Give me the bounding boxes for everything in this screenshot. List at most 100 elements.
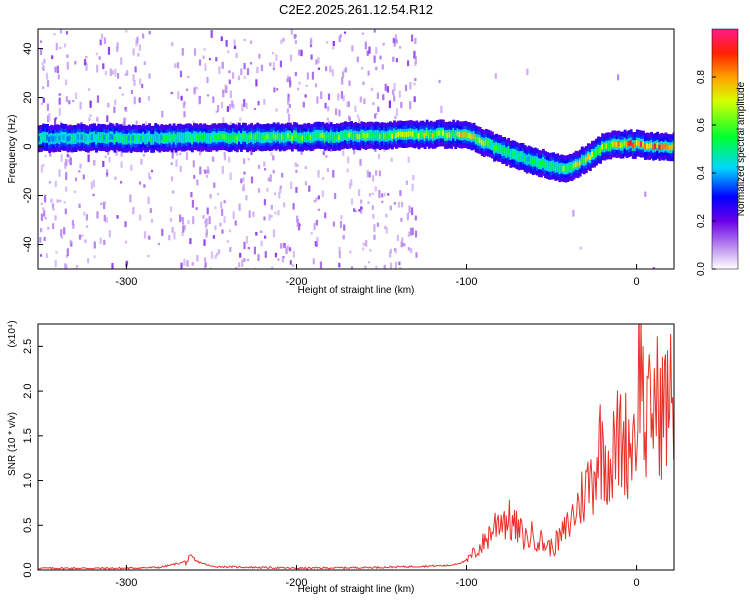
heatmap-cell: [60, 235, 63, 239]
heatmap-cell: [82, 174, 85, 180]
heatmap-cell: [229, 247, 232, 252]
heatmap-cell: [242, 177, 245, 182]
heatmap-cell: [180, 95, 183, 101]
heatmap-cell: [63, 43, 67, 48]
heatmap-cell: [295, 169, 298, 173]
heatmap-cell: [279, 60, 282, 68]
heatmap-cell: [411, 227, 414, 235]
heatmap-cell: [176, 134, 180, 141]
heatmap-cell: [168, 134, 172, 140]
heatmap-cell: [203, 239, 206, 246]
heatmap-cell: [460, 132, 464, 138]
heatmap-cell: [391, 133, 394, 139]
heatmap-cell: [52, 208, 55, 211]
heatmap-cell: [414, 38, 417, 44]
heatmap-cell: [228, 156, 231, 163]
heatmap-cell: [258, 53, 261, 59]
heatmap-cell: [363, 98, 366, 105]
heatmap-cell: [257, 100, 260, 106]
heatmap-cell: [347, 101, 350, 107]
heatmap-cell: [277, 210, 280, 216]
heatmap-cell: [65, 172, 68, 181]
heatmap-cell: [195, 207, 198, 210]
heatmap-cell: [176, 62, 180, 69]
heatmap-cell: [60, 134, 64, 140]
heatmap-cell: [294, 34, 297, 38]
heatmap-cell: [273, 87, 276, 93]
heatmap-cell: [202, 55, 205, 59]
heatmap-cell: [340, 91, 343, 99]
heatmap-cell: [317, 57, 320, 64]
heatmap-cell: [143, 61, 146, 65]
heatmap-cell: [282, 37, 285, 42]
heatmap-cell: [113, 136, 117, 142]
heatmap-cell: [66, 136, 70, 142]
heatmap-cell: [58, 93, 61, 96]
heatmap-cell: [427, 132, 431, 139]
heatmap-cell: [270, 134, 274, 140]
heatmap-cell: [260, 135, 264, 141]
heatmap-cell: [114, 176, 117, 180]
y-tick-label: 1.0: [22, 473, 34, 488]
heatmap-cell: [346, 168, 349, 173]
heatmap-cell: [85, 214, 88, 221]
heatmap-cell: [252, 268, 256, 269]
heatmap-cell: [350, 131, 353, 138]
heatmap-cell: [313, 133, 317, 139]
heatmap-cell: [113, 106, 116, 113]
heatmap-cell: [544, 161, 547, 168]
heatmap-cell: [218, 66, 221, 74]
heatmap-cell: [356, 56, 359, 63]
heatmap-cell: [57, 74, 60, 80]
heatmap-cell: [367, 201, 370, 204]
heatmap-cell: [281, 257, 284, 263]
heatmap-cell: [149, 208, 152, 213]
heatmap-cell: [198, 97, 201, 105]
heatmap-cell: [227, 135, 231, 142]
heatmap-cell: [219, 222, 222, 227]
heatmap-cell: [359, 159, 362, 166]
heatmap-cell: [66, 153, 69, 158]
heatmap-cell: [353, 147, 356, 155]
heatmap-cell: [199, 150, 202, 156]
heatmap-cell: [574, 161, 578, 167]
heatmap-cell: [415, 131, 419, 137]
y-scale-multiplier: (x10⁴): [7, 320, 18, 347]
top-x-axis-label: Height of straight line (km): [298, 285, 415, 296]
heatmap-cell: [63, 227, 66, 235]
heatmap-cell: [374, 148, 377, 152]
heatmap-cell: [319, 133, 323, 139]
heatmap-cell: [44, 217, 47, 220]
heatmap-cell: [337, 97, 340, 101]
heatmap-cell: [59, 46, 62, 49]
heatmap-cell: [340, 133, 343, 139]
heatmap-cell: [187, 75, 190, 78]
heatmap-cell: [42, 97, 45, 103]
heatmap-cell: [42, 65, 45, 71]
bottom-y-axis: 0.0 0.5 1.0 1.5 2.0 2.5: [22, 339, 43, 578]
heatmap-cell: [400, 241, 403, 248]
heatmap-cell: [438, 79, 441, 84]
colorbar-gradient: [711, 28, 739, 270]
bottom-x-axis: -300 -200 -100 0: [115, 565, 640, 589]
heatmap-cell: [605, 143, 609, 149]
y-tick-label: 0: [22, 143, 34, 149]
heatmap-cell: [242, 183, 245, 191]
heatmap-cell: [550, 163, 553, 169]
heatmap-cell: [148, 73, 151, 79]
heatmap-cell: [272, 229, 276, 238]
heatmap-cell: [225, 40, 228, 47]
heatmap-cell: [324, 212, 327, 219]
heatmap-cell: [223, 216, 226, 223]
heatmap-cell: [87, 258, 90, 264]
heatmap-cell: [367, 70, 370, 76]
heatmap-cell: [570, 164, 574, 171]
heatmap-cell: [325, 133, 329, 139]
heatmap-cell: [53, 33, 56, 36]
heatmap-cell: [39, 40, 43, 43]
heatmap-cell: [286, 108, 289, 114]
heatmap-cell: [350, 266, 354, 269]
heatmap-cell: [78, 170, 81, 173]
heatmap-cell: [42, 207, 45, 211]
heatmap-cell: [93, 241, 96, 249]
